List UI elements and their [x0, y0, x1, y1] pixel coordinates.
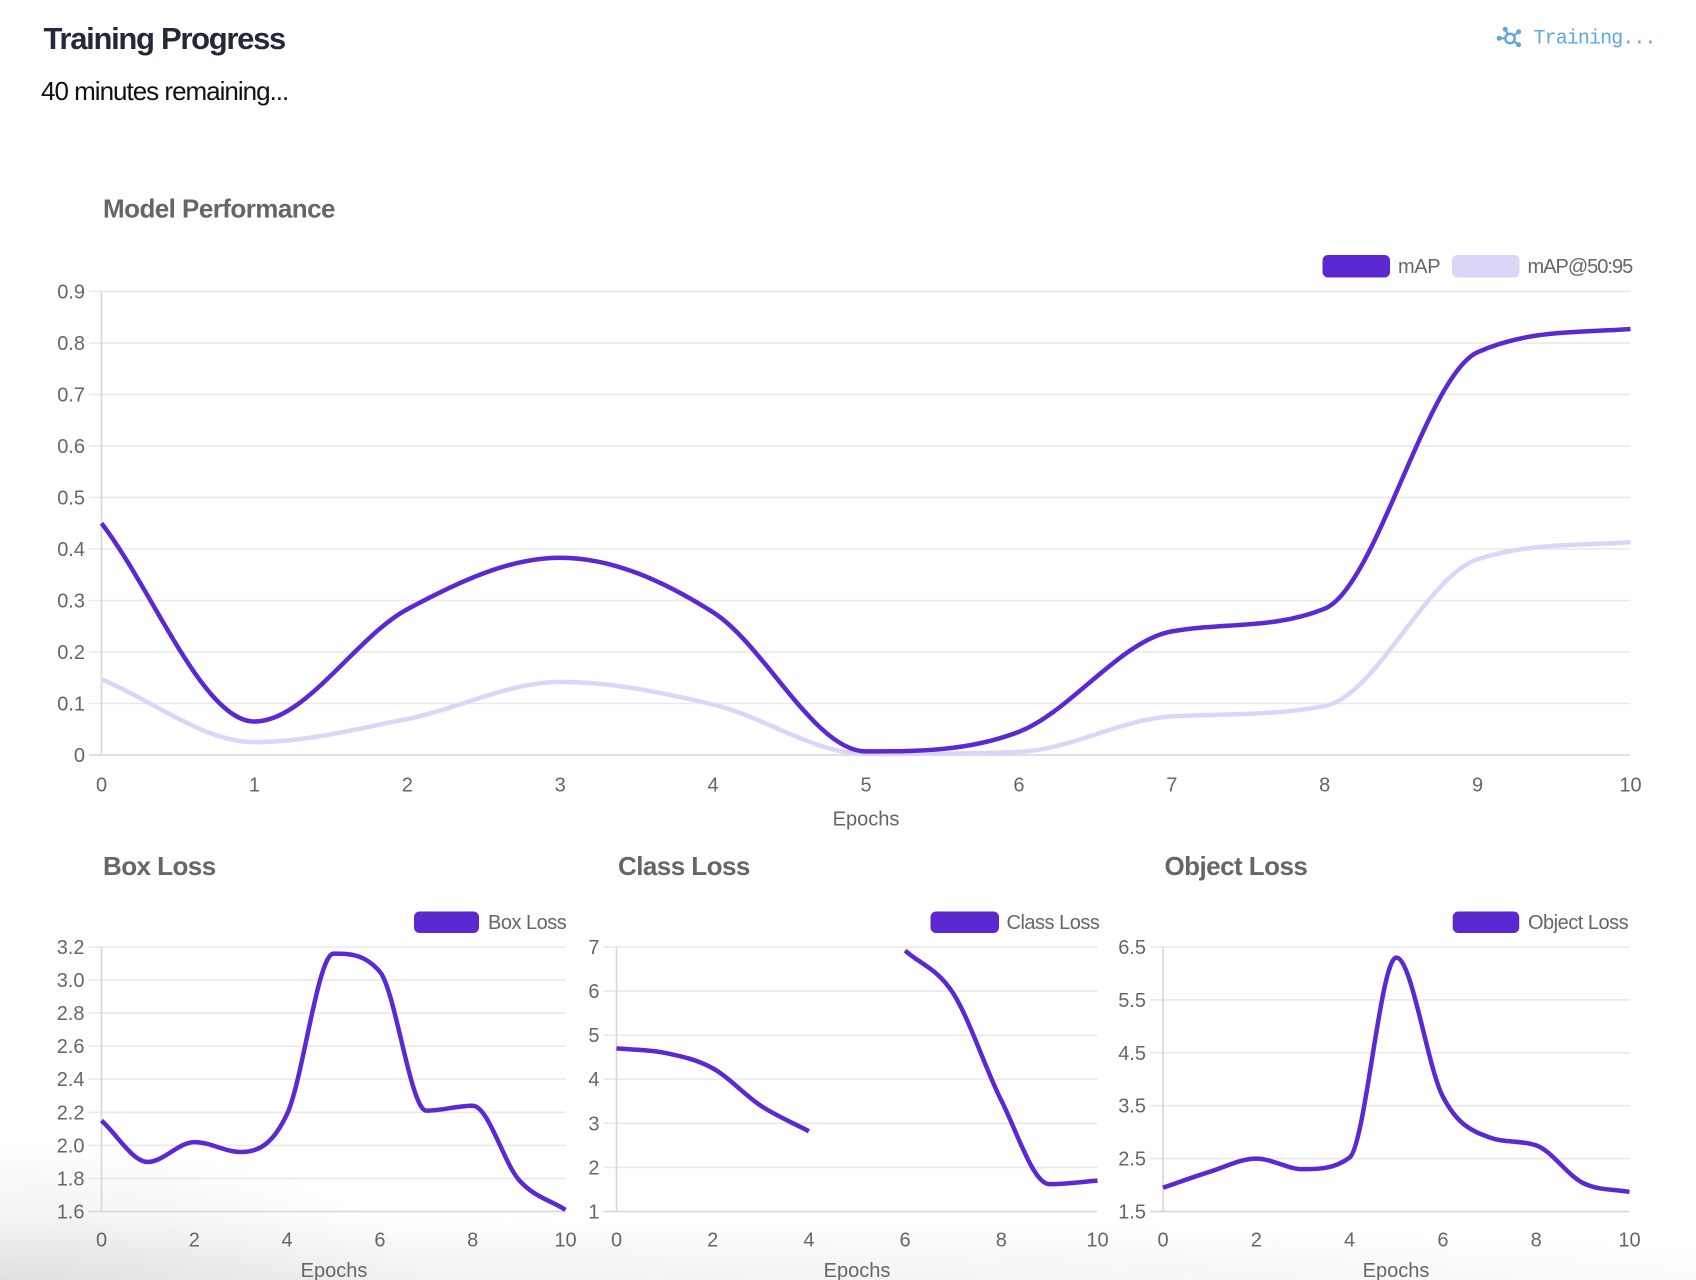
svg-text:1.5: 1.5: [1118, 1202, 1146, 1224]
svg-text:0.4: 0.4: [57, 539, 85, 561]
svg-text:6.5: 6.5: [1118, 937, 1146, 959]
svg-text:8: 8: [467, 1230, 478, 1252]
svg-text:3.2: 3.2: [57, 937, 85, 959]
svg-text:0.8: 0.8: [57, 333, 85, 355]
svg-text:3.0: 3.0: [57, 970, 85, 992]
svg-text:4: 4: [588, 1069, 599, 1091]
svg-text:0.6: 0.6: [57, 436, 85, 458]
svg-text:10: 10: [1619, 775, 1641, 797]
svg-text:9: 9: [1472, 775, 1483, 797]
svg-text:0: 0: [96, 775, 107, 797]
svg-text:0.9: 0.9: [57, 281, 85, 303]
svg-text:mAP: mAP: [1398, 256, 1440, 278]
svg-text:2.6: 2.6: [57, 1036, 85, 1058]
svg-text:1: 1: [249, 775, 260, 797]
svg-text:Class Loss: Class Loss: [618, 851, 750, 881]
svg-text:6: 6: [1013, 775, 1024, 797]
svg-text:40 minutes remaining...: 40 minutes remaining...: [41, 76, 288, 106]
svg-text:3.5: 3.5: [1118, 1096, 1146, 1118]
svg-text:6: 6: [374, 1230, 385, 1252]
svg-text:2.5: 2.5: [1118, 1149, 1146, 1171]
svg-text:Object Loss: Object Loss: [1165, 851, 1308, 881]
svg-text:0.2: 0.2: [57, 642, 85, 664]
svg-text:0: 0: [611, 1230, 622, 1252]
svg-text:2.0: 2.0: [57, 1135, 85, 1157]
svg-text:8: 8: [1319, 775, 1330, 797]
svg-text:7: 7: [1166, 775, 1177, 797]
svg-text:2: 2: [402, 775, 413, 797]
svg-text:5.5: 5.5: [1118, 990, 1146, 1012]
svg-text:0.5: 0.5: [57, 487, 85, 509]
svg-text:4.5: 4.5: [1118, 1043, 1146, 1065]
svg-text:Training...: Training...: [1534, 28, 1656, 51]
svg-text:Epochs: Epochs: [301, 1260, 368, 1280]
svg-text:1.8: 1.8: [57, 1168, 85, 1190]
svg-text:8: 8: [1531, 1230, 1542, 1252]
svg-text:Class Loss: Class Loss: [1007, 912, 1100, 934]
svg-text:Model Performance: Model Performance: [103, 194, 335, 224]
svg-text:0.3: 0.3: [57, 591, 85, 613]
svg-text:0.1: 0.1: [57, 694, 85, 716]
svg-text:6: 6: [588, 981, 599, 1003]
svg-text:10: 10: [1618, 1230, 1640, 1252]
svg-text:2: 2: [1251, 1230, 1262, 1252]
svg-text:4: 4: [1344, 1230, 1355, 1252]
svg-text:1: 1: [588, 1202, 599, 1224]
svg-text:0.7: 0.7: [57, 384, 85, 406]
svg-text:10: 10: [1086, 1230, 1108, 1252]
svg-text:Epochs: Epochs: [1363, 1260, 1430, 1280]
svg-text:4: 4: [708, 775, 719, 797]
svg-text:Training Progress: Training Progress: [44, 21, 286, 56]
svg-text:2.4: 2.4: [57, 1069, 85, 1091]
svg-text:2.2: 2.2: [57, 1102, 85, 1124]
svg-text:7: 7: [588, 937, 599, 959]
svg-text:4: 4: [282, 1230, 293, 1252]
svg-text:2: 2: [707, 1230, 718, 1252]
svg-text:Box Loss: Box Loss: [103, 851, 216, 881]
svg-text:10: 10: [554, 1230, 576, 1252]
svg-text:2.8: 2.8: [57, 1003, 85, 1025]
svg-text:0: 0: [96, 1230, 107, 1252]
svg-text:2: 2: [189, 1230, 200, 1252]
svg-text:6: 6: [900, 1230, 911, 1252]
svg-text:3: 3: [588, 1113, 599, 1135]
svg-text:0: 0: [1157, 1230, 1168, 1252]
svg-text:Epochs: Epochs: [833, 809, 900, 831]
svg-text:mAP@50:95: mAP@50:95: [1528, 256, 1634, 278]
svg-text:0: 0: [74, 745, 85, 767]
svg-text:Epochs: Epochs: [824, 1260, 891, 1280]
svg-text:3: 3: [555, 775, 566, 797]
svg-text:1.6: 1.6: [57, 1202, 85, 1224]
svg-text:6: 6: [1437, 1230, 1448, 1252]
svg-text:5: 5: [860, 775, 871, 797]
svg-text:Box Loss: Box Loss: [488, 912, 567, 934]
svg-text:5: 5: [588, 1025, 599, 1047]
svg-text:4: 4: [803, 1230, 814, 1252]
svg-text:Object Loss: Object Loss: [1528, 912, 1629, 934]
svg-text:8: 8: [996, 1230, 1007, 1252]
svg-text:2: 2: [588, 1157, 599, 1179]
